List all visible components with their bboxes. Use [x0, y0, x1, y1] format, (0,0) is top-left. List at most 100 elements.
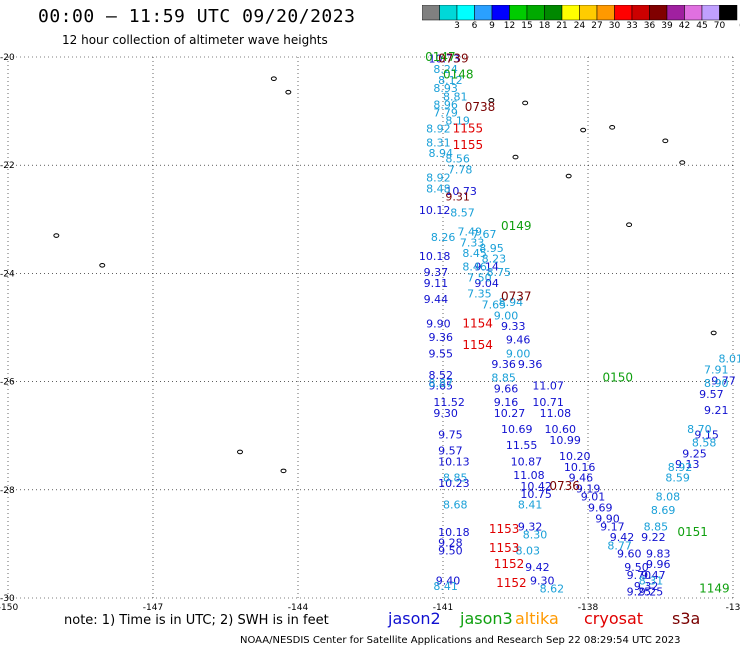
color-bin-label: 27	[591, 21, 603, 31]
island-outline	[512, 154, 519, 160]
pass-time-label: 0739	[438, 51, 469, 65]
swh-value-label: 8.03	[516, 545, 541, 558]
swh-value-label: 9.36	[429, 331, 454, 344]
swh-value-label: 8.90	[704, 377, 729, 390]
island-outline	[609, 125, 616, 130]
x-tick-label: -13	[726, 603, 740, 613]
pass-time-label: 1153	[489, 522, 520, 536]
y-tick-label: -22	[0, 161, 15, 171]
swh-value-label: 9.36	[491, 358, 516, 371]
pass-time-label: 0737	[501, 289, 532, 303]
swh-value-label: 8.48	[426, 182, 451, 195]
x-tick-label: -150	[0, 603, 18, 613]
swh-value-label: 11.55	[506, 439, 538, 452]
swh-value-label: 8.92	[426, 171, 451, 184]
swh-value-label: 7.49	[458, 226, 483, 239]
color-bin-label: 18	[538, 21, 551, 31]
swh-value-label: 9.04	[474, 277, 499, 290]
swh-value-label: 10.23	[438, 477, 470, 490]
color-bin-label: 33	[626, 21, 638, 31]
pass-time-label: 0147	[425, 50, 456, 64]
pass-time-label: 1155	[453, 138, 484, 152]
swh-value-label: 9.36	[518, 358, 543, 371]
swh-value-label: 9.90	[595, 512, 620, 525]
pass-time-label: 1152	[494, 557, 525, 571]
island-outline	[565, 173, 572, 179]
island-outline	[285, 89, 292, 95]
color-bin-label: 70	[713, 21, 726, 31]
pass-time-label: 0738	[465, 100, 496, 114]
swh-value-label: 8.30	[523, 528, 548, 541]
swh-value-label: 9.69	[588, 501, 613, 514]
island-outline	[662, 138, 669, 144]
swh-value-label: 9.57	[438, 445, 463, 458]
swh-value-label: 8.45	[462, 247, 487, 260]
swh-value-label: 8.62	[540, 583, 565, 596]
island-outline	[53, 233, 60, 238]
swh-value-label: 7.79	[433, 107, 458, 120]
color-bin-label: 45	[696, 21, 708, 31]
legend-entry-cryosat: cryosat	[584, 609, 644, 628]
swh-value-label: 8.77	[607, 539, 632, 552]
swh-value-label: 9.46	[569, 472, 594, 485]
swh-value-label: 10.20	[559, 450, 591, 463]
swh-value-label: 8.59	[665, 472, 690, 485]
pass-time-label: 0151	[677, 525, 708, 539]
swh-value-label: 8.92	[668, 461, 693, 474]
color-bin-label: 3	[454, 21, 460, 31]
swh-value-label: 9.47	[641, 569, 666, 582]
swh-value-label: 9.21	[704, 404, 729, 417]
swh-value-label: 7.50	[467, 272, 492, 285]
swh-value-label: 9.46	[506, 334, 531, 347]
swh-value-label: 8.85	[644, 520, 669, 533]
color-bin-label: 21	[556, 21, 568, 31]
pass-time-label: 1154	[462, 338, 493, 352]
swh-value-label: 8.08	[656, 491, 681, 504]
swh-value-label: 9.25	[627, 585, 652, 598]
swh-value-label: 9.19	[576, 483, 601, 496]
island-outline	[237, 449, 243, 455]
swh-value-label: 9.16	[494, 396, 519, 409]
swh-value-label: 8.87	[429, 377, 454, 390]
swh-value-label: 9.32	[634, 580, 659, 593]
y-tick-label: -26	[0, 378, 15, 388]
swh-value-label: 7.65	[482, 299, 507, 312]
color-bin	[719, 5, 738, 21]
credit-line: NOAA/NESDIS Center for Satellite Applica…	[240, 635, 681, 646]
swh-value-label: 10.42	[520, 480, 552, 493]
swh-value-label: 9.44	[424, 293, 449, 306]
swh-value-label: 8.85	[491, 372, 516, 385]
swh-value-label: 8.26	[431, 231, 456, 244]
swh-value-label: 8.01	[719, 353, 740, 366]
swh-value-label: 7.91	[704, 363, 729, 376]
swh-value-label: 9.77	[711, 374, 736, 387]
swh-value-label: 9.31	[445, 190, 470, 203]
swh-value-label: 9.50	[624, 561, 649, 574]
y-tick-label: -28	[0, 486, 15, 496]
swh-value-label: 7.33	[460, 236, 485, 249]
swh-value-label: 9.30	[433, 407, 458, 420]
swh-value-label: 9.57	[699, 388, 724, 401]
swh-value-label: 11.52	[433, 396, 465, 409]
swh-value-label: 9.55	[429, 347, 454, 360]
swh-value-label: 9.66	[494, 382, 519, 395]
swh-value-label: 9.42	[610, 531, 635, 544]
swh-value-label: 10.16	[564, 461, 596, 474]
chart-title: 00:00 – 11:59 UTC 09/20/2023	[38, 6, 356, 27]
color-bin-label: 9	[489, 21, 495, 31]
swh-value-label: 7.67	[472, 228, 497, 241]
swh-value-label: 9.15	[694, 428, 719, 441]
swh-value-label: 9.25	[682, 447, 707, 460]
swh-value-label: 10.60	[545, 423, 577, 436]
swh-value-label: 9.28	[438, 537, 463, 550]
pass-time-label: 0148	[443, 68, 474, 82]
swh-value-label: 10.12	[419, 204, 451, 217]
color-bin-label: 36	[643, 21, 656, 31]
swh-value-label: 9.25	[639, 585, 664, 598]
swh-value-label: 8.70	[687, 423, 712, 436]
swh-value-label: 10.71	[532, 396, 564, 409]
swh-value-label: 8.56	[445, 152, 470, 165]
swh-value-label: 8.31	[426, 136, 451, 149]
